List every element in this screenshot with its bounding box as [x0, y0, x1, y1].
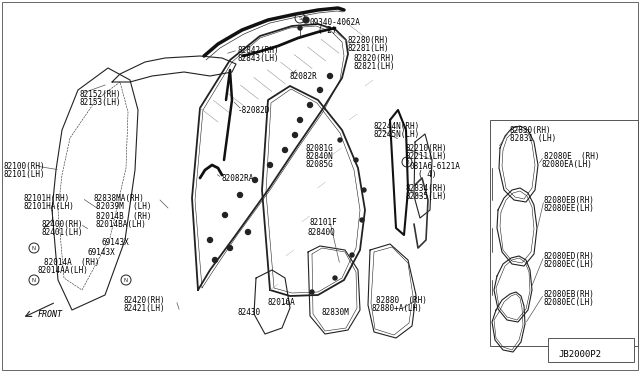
Text: N: N: [124, 278, 128, 282]
Text: S: S: [298, 16, 301, 20]
Circle shape: [298, 26, 302, 30]
Text: 82080EB(RH): 82080EB(RH): [544, 196, 595, 205]
Circle shape: [253, 177, 257, 183]
Text: 82080EB(RH): 82080EB(RH): [544, 290, 595, 299]
Text: 82430: 82430: [238, 308, 261, 317]
Circle shape: [282, 148, 287, 153]
Text: 82080EA(LH): 82080EA(LH): [541, 160, 592, 169]
Text: 82016A: 82016A: [268, 298, 296, 307]
Text: 82244N(RH): 82244N(RH): [374, 122, 420, 131]
Circle shape: [307, 103, 312, 108]
Text: N: N: [32, 246, 36, 250]
Circle shape: [207, 237, 212, 243]
Text: 82014B  (RH): 82014B (RH): [96, 212, 152, 221]
Circle shape: [292, 132, 298, 138]
Circle shape: [360, 218, 364, 222]
Circle shape: [223, 212, 227, 218]
Text: 82152(RH): 82152(RH): [80, 90, 122, 99]
Bar: [548, 338, 634, 362]
Text: 82080ED(RH): 82080ED(RH): [544, 252, 595, 261]
Text: 82840N: 82840N: [306, 152, 333, 161]
Text: ( 2): ( 2): [318, 26, 337, 35]
Circle shape: [317, 87, 323, 93]
Text: 82281(LH): 82281(LH): [348, 44, 390, 53]
Text: 82210(RH): 82210(RH): [405, 144, 447, 153]
Circle shape: [298, 118, 303, 122]
Text: 82843(LH): 82843(LH): [238, 54, 280, 63]
Text: 82880+A(LH): 82880+A(LH): [372, 304, 423, 313]
Text: 82834(RH): 82834(RH): [405, 184, 447, 193]
Text: 82080EC(LH): 82080EC(LH): [544, 260, 595, 269]
Text: 82014AA(LH): 82014AA(LH): [38, 266, 89, 275]
Text: 82821(LH): 82821(LH): [353, 62, 395, 71]
Text: 82085G: 82085G: [306, 160, 333, 169]
Circle shape: [350, 253, 354, 257]
Text: 82101F: 82101F: [310, 218, 338, 227]
Text: 82153(LH): 82153(LH): [80, 98, 122, 107]
Text: 82211(LH): 82211(LH): [405, 152, 447, 161]
Text: 82840Q: 82840Q: [308, 228, 336, 237]
Text: 82014BA(LH): 82014BA(LH): [96, 220, 147, 229]
Text: 82101H(RH): 82101H(RH): [24, 194, 70, 203]
Circle shape: [227, 246, 232, 250]
Text: 82838MA(RH): 82838MA(RH): [94, 194, 145, 203]
Text: 82080E  (RH): 82080E (RH): [544, 152, 600, 161]
Text: JB2000P2: JB2000P2: [558, 350, 601, 359]
Text: 69143X: 69143X: [88, 248, 116, 257]
Text: B: B: [405, 160, 409, 164]
Text: 82400(RH): 82400(RH): [42, 220, 84, 229]
Text: 82082RA: 82082RA: [222, 174, 254, 183]
Text: 82835(LH): 82835(LH): [405, 192, 447, 201]
Text: -82082D: -82082D: [238, 106, 270, 115]
Text: 82420(RH): 82420(RH): [124, 296, 166, 305]
Circle shape: [268, 163, 273, 167]
Text: 69143X: 69143X: [102, 238, 130, 247]
Text: 82830M: 82830M: [322, 308, 349, 317]
Text: 82080EE(LH): 82080EE(LH): [544, 204, 595, 213]
Text: N: N: [32, 278, 36, 282]
Text: 82080EC(LH): 82080EC(LH): [544, 298, 595, 307]
Text: 82101HA(LH): 82101HA(LH): [24, 202, 75, 211]
Text: 82831 (LH): 82831 (LH): [510, 134, 556, 143]
Text: 82100(RH): 82100(RH): [4, 162, 45, 171]
Text: ( 4): ( 4): [418, 170, 436, 179]
Text: 82830(RH): 82830(RH): [510, 126, 552, 135]
Circle shape: [328, 74, 333, 78]
Circle shape: [333, 276, 337, 280]
Text: FRONT: FRONT: [38, 310, 63, 319]
Circle shape: [362, 188, 366, 192]
Circle shape: [310, 290, 314, 294]
Text: 82401(LH): 82401(LH): [42, 228, 84, 237]
Circle shape: [212, 257, 218, 263]
Bar: [490, 120, 638, 346]
Text: 82880  (RH): 82880 (RH): [376, 296, 427, 305]
Text: 82245N(LH): 82245N(LH): [374, 130, 420, 139]
Text: 82082R: 82082R: [290, 72, 317, 81]
Text: 82820(RH): 82820(RH): [353, 54, 395, 63]
Circle shape: [246, 230, 250, 234]
Text: 081A6-6121A: 081A6-6121A: [410, 162, 461, 171]
Circle shape: [237, 192, 243, 198]
Circle shape: [303, 17, 309, 23]
Text: 82842(RH): 82842(RH): [238, 46, 280, 55]
Text: 82280(RH): 82280(RH): [348, 36, 390, 45]
Text: 82081G: 82081G: [306, 144, 333, 153]
Circle shape: [338, 138, 342, 142]
Circle shape: [354, 158, 358, 162]
Text: 82014A  (RH): 82014A (RH): [44, 258, 99, 267]
Text: 09340-4062A: 09340-4062A: [310, 18, 361, 27]
Text: 82039M  (LH): 82039M (LH): [96, 202, 152, 211]
Text: 82421(LH): 82421(LH): [124, 304, 166, 313]
Text: 82101(LH): 82101(LH): [4, 170, 45, 179]
